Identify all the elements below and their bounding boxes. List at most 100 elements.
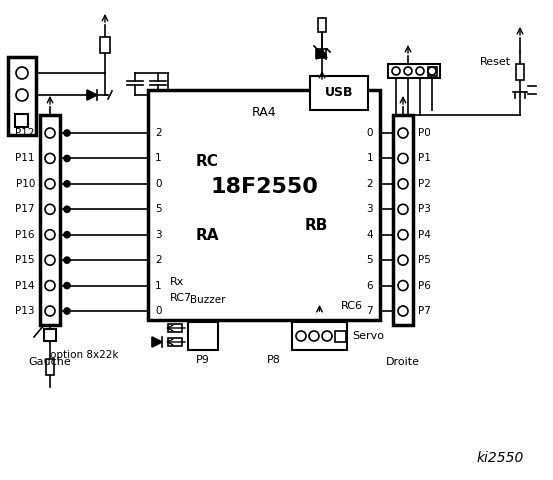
Text: 5: 5 xyxy=(155,204,161,214)
Text: RC6: RC6 xyxy=(341,301,363,311)
Circle shape xyxy=(398,255,408,265)
Bar xyxy=(335,331,346,342)
Text: P16: P16 xyxy=(15,230,35,240)
Circle shape xyxy=(45,281,55,290)
Circle shape xyxy=(45,306,55,316)
Text: P13: P13 xyxy=(15,306,35,316)
Text: 3: 3 xyxy=(155,230,161,240)
Circle shape xyxy=(392,67,400,75)
Bar xyxy=(388,64,440,78)
Text: Gauche: Gauche xyxy=(29,357,71,367)
Text: P1: P1 xyxy=(418,154,431,163)
Text: Droite: Droite xyxy=(386,357,420,367)
Text: P0: P0 xyxy=(418,128,431,138)
Circle shape xyxy=(45,179,55,189)
Text: 2: 2 xyxy=(367,179,373,189)
Text: 6: 6 xyxy=(367,281,373,290)
Circle shape xyxy=(428,67,436,75)
Circle shape xyxy=(64,130,70,136)
Bar xyxy=(318,18,326,32)
Text: P9: P9 xyxy=(196,355,210,365)
Text: P3: P3 xyxy=(418,204,431,214)
Text: 1: 1 xyxy=(155,281,161,290)
Bar xyxy=(44,329,56,341)
Text: 7: 7 xyxy=(367,306,373,316)
Circle shape xyxy=(45,154,55,163)
Text: P10: P10 xyxy=(15,179,35,189)
Text: RC: RC xyxy=(196,155,219,169)
Circle shape xyxy=(45,230,55,240)
Text: P17: P17 xyxy=(15,204,35,214)
Bar xyxy=(292,322,347,350)
Circle shape xyxy=(45,255,55,265)
Text: 2: 2 xyxy=(155,255,161,265)
Text: P7: P7 xyxy=(418,306,431,316)
Bar xyxy=(148,90,380,320)
Text: P11: P11 xyxy=(15,154,35,163)
Circle shape xyxy=(398,154,408,163)
Text: P6: P6 xyxy=(418,281,431,290)
Circle shape xyxy=(64,232,70,238)
Circle shape xyxy=(45,128,55,138)
Bar xyxy=(46,359,54,375)
Circle shape xyxy=(398,204,408,214)
Text: 4: 4 xyxy=(367,230,373,240)
Bar xyxy=(168,324,182,332)
Text: 2: 2 xyxy=(155,128,161,138)
Text: 3: 3 xyxy=(367,204,373,214)
Text: P5: P5 xyxy=(418,255,431,265)
Bar xyxy=(428,67,437,76)
Bar xyxy=(100,37,110,53)
Text: option 8x22k: option 8x22k xyxy=(50,350,118,360)
Text: ki2550: ki2550 xyxy=(476,451,524,465)
Bar xyxy=(310,76,368,110)
Bar xyxy=(8,57,36,135)
Bar xyxy=(15,114,28,127)
Bar xyxy=(168,338,182,346)
Text: P14: P14 xyxy=(15,281,35,290)
Circle shape xyxy=(398,306,408,316)
Circle shape xyxy=(64,206,70,212)
Text: 5: 5 xyxy=(367,255,373,265)
Circle shape xyxy=(64,156,70,161)
Text: P8: P8 xyxy=(267,355,281,365)
Text: 0: 0 xyxy=(367,128,373,138)
Polygon shape xyxy=(152,337,162,347)
Circle shape xyxy=(64,308,70,314)
Text: 18F2550: 18F2550 xyxy=(210,177,318,197)
Circle shape xyxy=(398,281,408,290)
Circle shape xyxy=(309,331,319,341)
Bar xyxy=(393,115,413,325)
Text: RB: RB xyxy=(305,217,328,232)
Text: Rx: Rx xyxy=(170,277,184,287)
Circle shape xyxy=(416,67,424,75)
Circle shape xyxy=(296,331,306,341)
Text: 1: 1 xyxy=(367,154,373,163)
Text: 1: 1 xyxy=(155,154,161,163)
Circle shape xyxy=(16,67,28,79)
Text: RA4: RA4 xyxy=(252,106,276,119)
Circle shape xyxy=(64,257,70,263)
Bar xyxy=(40,115,60,325)
Polygon shape xyxy=(316,49,326,59)
Circle shape xyxy=(16,89,28,101)
Polygon shape xyxy=(317,49,327,58)
Text: 0: 0 xyxy=(155,179,161,189)
Text: P15: P15 xyxy=(15,255,35,265)
Circle shape xyxy=(398,230,408,240)
Bar xyxy=(188,322,218,350)
Text: 0: 0 xyxy=(155,306,161,316)
Text: P12: P12 xyxy=(15,128,35,138)
Text: Buzzer: Buzzer xyxy=(190,295,226,305)
Circle shape xyxy=(404,67,412,75)
Text: Servo: Servo xyxy=(352,331,384,341)
Circle shape xyxy=(64,181,70,187)
Circle shape xyxy=(45,204,55,214)
Text: RA: RA xyxy=(196,228,220,242)
Polygon shape xyxy=(87,90,97,100)
Bar xyxy=(516,64,524,80)
Text: Reset: Reset xyxy=(480,57,511,67)
Circle shape xyxy=(398,179,408,189)
Text: P4: P4 xyxy=(418,230,431,240)
Circle shape xyxy=(64,283,70,288)
